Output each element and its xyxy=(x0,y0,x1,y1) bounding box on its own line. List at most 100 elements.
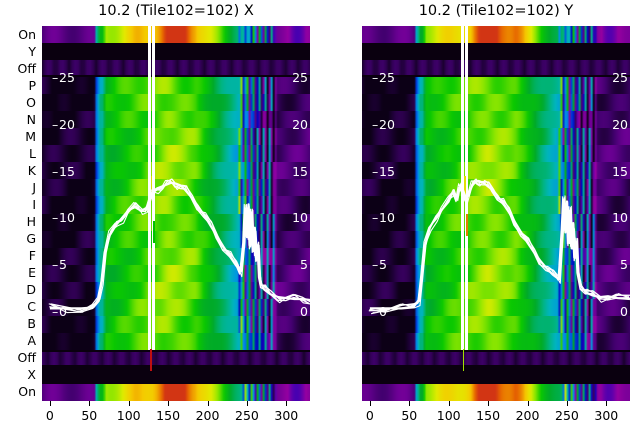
heatmap-row xyxy=(362,247,630,266)
category-tick-label: O xyxy=(26,94,36,110)
panel-title-y: 10.2 (Tile102=102) Y xyxy=(418,3,574,19)
x-tick-mark xyxy=(448,401,450,406)
heatmap-gap-texture xyxy=(362,60,630,75)
inner-tick-label: 10 xyxy=(292,210,308,226)
category-tick-label: On xyxy=(18,26,36,42)
tick-dash: – xyxy=(52,116,59,132)
heatmap-row xyxy=(42,111,310,129)
heatmap-row xyxy=(362,383,630,401)
x-tick-mark xyxy=(369,401,371,406)
tick-dash: – xyxy=(52,304,59,320)
tick-dash: – xyxy=(372,116,379,132)
heatmap-row xyxy=(42,332,310,351)
x-tick-label: 200 xyxy=(515,408,540,423)
spike-column xyxy=(465,26,469,350)
column-marker xyxy=(466,213,468,236)
tick-dash: – xyxy=(52,69,59,85)
inner-tick-label: 20 xyxy=(292,116,308,132)
curve-trace xyxy=(370,179,630,315)
x-tick-label: 250 xyxy=(555,408,579,423)
inner-tick-label: –25 xyxy=(372,69,395,85)
x-tick-label: 150 xyxy=(476,408,501,423)
curve-trace xyxy=(50,179,310,314)
tick-dash: – xyxy=(372,210,379,226)
inner-tick-label: 25 xyxy=(612,69,628,85)
category-tick-label: E xyxy=(28,265,36,281)
category-tick-label: F xyxy=(28,248,36,264)
column-marker xyxy=(464,176,467,198)
category-tick-label: Off xyxy=(17,350,36,366)
category-tick-label: B xyxy=(27,316,36,332)
category-tick-label: Y xyxy=(28,43,36,59)
category-tick-label: M xyxy=(25,128,36,144)
category-tick-label: On xyxy=(18,384,36,400)
heatmap-row xyxy=(42,196,310,215)
x-tick-label: 50 xyxy=(401,408,418,423)
tick-dash: – xyxy=(372,304,379,320)
heatmap-row xyxy=(362,145,630,163)
category-tick-label: L xyxy=(29,145,36,161)
heatmap-row xyxy=(42,315,310,334)
x-tick-label: 50 xyxy=(81,408,98,423)
curve-trace xyxy=(369,179,630,310)
inner-tick-label: –10 xyxy=(372,210,395,226)
heatmap-row xyxy=(362,264,630,283)
tick-dash: – xyxy=(52,210,59,226)
heatmap-row xyxy=(362,77,630,95)
category-tick-label: Off xyxy=(17,60,36,76)
x-tick-label: 250 xyxy=(235,408,259,423)
column-marker xyxy=(150,176,153,198)
inner-tick-label: –10 xyxy=(52,210,75,226)
column-marker xyxy=(153,221,155,243)
x-axis-left: 0 50 100 150 200 250 300 xyxy=(42,401,310,437)
overlay-curve-y xyxy=(368,178,630,315)
category-tick-label: G xyxy=(26,231,36,247)
inner-tick-label: 25 xyxy=(292,69,308,85)
spike-column xyxy=(147,26,151,350)
heatmap-panel-x[interactable]: –25 –20 –15 –10 –5 –0 25 20 15 10 5 0 xyxy=(42,26,310,401)
heatmap-row xyxy=(42,162,310,180)
curve-trace xyxy=(48,179,310,313)
category-axis-left: On Y Off P O N M L K J I H G F E D C B A Off X On xyxy=(0,26,40,401)
x-tick-mark xyxy=(168,401,170,406)
category-tick-label: C xyxy=(27,299,36,315)
x-tick-mark xyxy=(286,401,288,406)
x-tick-mark xyxy=(207,401,209,406)
x-tick-label: 0 xyxy=(45,408,54,423)
heatmap-row xyxy=(362,298,630,317)
heatmap-row xyxy=(42,77,310,95)
inner-tick-label: 10 xyxy=(612,210,628,226)
inner-tick-label: –5 xyxy=(372,257,387,273)
category-tick-label: I xyxy=(32,196,36,212)
heatmap-row xyxy=(362,315,630,334)
heatmap-gap-texture xyxy=(42,60,310,75)
category-tick-label: K xyxy=(27,162,36,178)
x-tick-mark xyxy=(606,401,608,406)
inner-tick-label: –0 xyxy=(52,304,67,320)
heatmap-row xyxy=(362,162,630,180)
heatmap-row xyxy=(362,111,630,129)
category-tick-label: P xyxy=(28,77,36,93)
x-tick-label: 300 xyxy=(594,408,619,423)
inner-tick-label: –20 xyxy=(52,116,75,132)
inner-tick-label: 20 xyxy=(612,116,628,132)
x-tick-label: 300 xyxy=(274,408,299,423)
inner-tick-label: –5 xyxy=(52,257,67,273)
tick-dash: – xyxy=(52,257,59,273)
heatmap-row xyxy=(362,179,630,198)
x-tick-label: 150 xyxy=(156,408,181,423)
inner-tick-label: –15 xyxy=(52,163,75,179)
x-tick-label: 100 xyxy=(436,408,461,423)
heatmap-row xyxy=(42,128,310,146)
x-tick-label: 100 xyxy=(116,408,141,423)
x-tick-mark xyxy=(566,401,568,406)
heatmap-row xyxy=(362,26,630,44)
x-tick-mark xyxy=(488,401,490,406)
curve-trace xyxy=(50,178,310,312)
heatmap-gap-texture xyxy=(42,351,310,366)
heatmap-panel-y[interactable]: –25 –20 –15 –10 –5 –0 25 20 15 10 5 0 xyxy=(362,26,630,401)
tick-dash: – xyxy=(372,257,379,273)
column-marker xyxy=(149,348,152,371)
overlay-curve-x xyxy=(48,178,310,314)
